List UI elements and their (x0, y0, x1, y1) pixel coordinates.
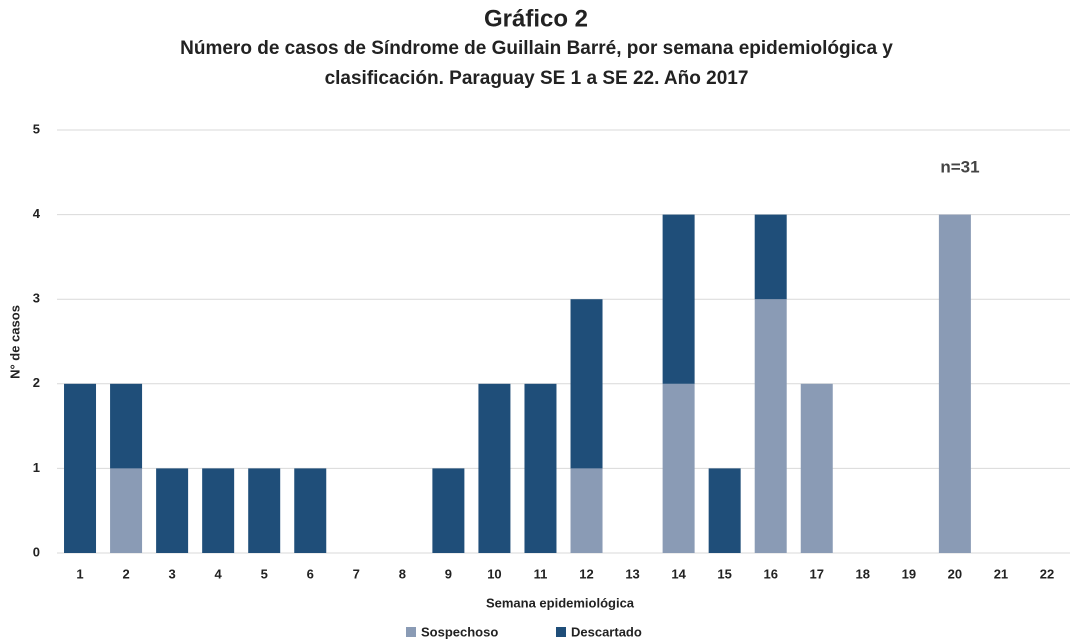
chart-subtitle: Número de casos de Síndrome de Guillain … (180, 38, 893, 89)
bar-segment (478, 383, 511, 553)
bar-segment (570, 299, 603, 469)
x-axis-label: Semana epidemiológica (486, 595, 635, 610)
bar-segment (662, 214, 695, 384)
x-tick-label: 18 (856, 566, 870, 581)
bar-segment (294, 468, 327, 553)
y-tick-label: 5 (33, 121, 40, 136)
bar-segment (800, 383, 833, 553)
x-tick-label: 3 (168, 566, 175, 581)
bar-segment (754, 299, 787, 553)
x-tick-label: 6 (307, 566, 314, 581)
x-tick-label: 8 (399, 566, 406, 581)
x-tick-label: 14 (671, 566, 686, 581)
bar-segment (110, 468, 143, 553)
x-tick-label: 5 (261, 566, 268, 581)
x-tick-label: 17 (810, 566, 824, 581)
x-tick-label: 7 (353, 566, 360, 581)
x-tick-label: 4 (215, 566, 223, 581)
legend-label: Descartado (571, 624, 642, 639)
y-tick-label: 4 (33, 206, 41, 221)
legend-swatch (556, 627, 566, 637)
bar-segment (570, 468, 603, 553)
bar-segment (662, 383, 695, 553)
bar-segment (202, 468, 235, 553)
x-tick-label: 1 (76, 566, 83, 581)
x-tick-label: 15 (717, 566, 731, 581)
x-tick-label: 20 (948, 566, 962, 581)
y-tick-label: 1 (33, 460, 40, 475)
x-tick-label: 11 (534, 566, 548, 581)
bar-segment (754, 214, 787, 300)
bar-segment (432, 468, 465, 553)
bar-segment (524, 383, 557, 553)
subtitle-box: Número de casos de Síndrome de Guillain … (180, 38, 893, 89)
bar-segment (110, 383, 143, 469)
legend-swatch (406, 627, 416, 637)
bar-segment (938, 214, 971, 553)
x-tick-label: 13 (625, 566, 639, 581)
y-axis-label: N° de casos (7, 305, 22, 379)
annotation: n=31 (940, 157, 979, 176)
x-tick-label: 19 (902, 566, 916, 581)
x-tick-label: 22 (1040, 566, 1054, 581)
bar-segment (708, 468, 741, 553)
bar-segment (156, 468, 189, 553)
y-tick-label: 3 (33, 291, 40, 306)
bar-segment (64, 383, 97, 553)
x-tick-label: 21 (994, 566, 1008, 581)
y-tick-label: 0 (33, 544, 40, 559)
x-tick-label: 10 (487, 566, 501, 581)
chart-title: Gráfico 2 (484, 5, 588, 32)
x-tick-label: 2 (122, 566, 129, 581)
x-tick-label: 9 (445, 566, 452, 581)
bar-segment (248, 468, 281, 553)
legend-label: Sospechoso (421, 624, 498, 639)
x-tick-label: 16 (763, 566, 777, 581)
y-tick-label: 2 (33, 375, 40, 390)
x-tick-label: 12 (579, 566, 593, 581)
